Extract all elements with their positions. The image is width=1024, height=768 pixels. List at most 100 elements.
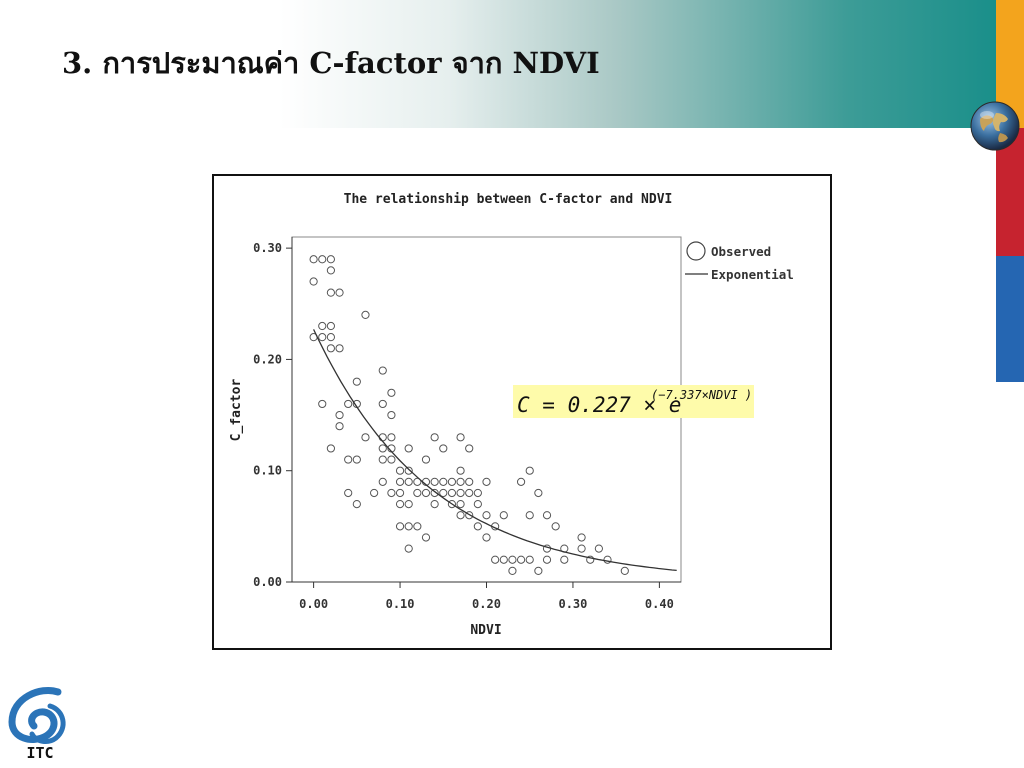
x-tick-label: 0.40: [645, 597, 674, 611]
observed-point: [309, 255, 318, 264]
observed-point: [318, 321, 327, 331]
x-tick-label: 0.20: [472, 597, 501, 611]
observed-point: [404, 499, 413, 509]
observed-point: [508, 555, 517, 564]
observed-point: [378, 477, 387, 486]
observed-point: [551, 522, 560, 531]
observed-point: [456, 511, 465, 520]
equation-box: [513, 385, 754, 418]
observed-point: [421, 455, 431, 464]
observed-point: [352, 377, 361, 386]
observed-point: [344, 399, 353, 409]
observed-point: [456, 499, 465, 509]
observed-point: [326, 344, 336, 353]
observed-point: [404, 544, 413, 553]
equation-exponent: (−7.337×NDVI ): [651, 388, 752, 402]
observed-point: [456, 466, 465, 475]
x-tick-label: 0.10: [386, 597, 415, 611]
observed-point: [508, 566, 517, 575]
observed-point: [447, 499, 457, 509]
observed-point: [499, 555, 508, 564]
observed-point: [499, 511, 508, 520]
slide-title: 3. การประมาณค่า C-factor จาก NDVI: [62, 46, 600, 80]
x-ticks: 0.00 0.10 0.20 0.30 0.40: [299, 582, 674, 611]
observed-point: [361, 310, 370, 320]
observed-point: [370, 488, 379, 498]
observed-point: [525, 555, 534, 564]
legend-observed-marker: [686, 241, 706, 261]
observed-point: [395, 522, 405, 531]
observed-point: [344, 488, 353, 498]
observed-point: [404, 466, 413, 475]
observed-point: [465, 488, 474, 498]
observed-point: [516, 477, 526, 486]
observed-point: [465, 511, 474, 520]
observed-point: [482, 511, 491, 520]
observed-point: [387, 455, 396, 464]
observed-point: [395, 477, 405, 486]
observed-point: [378, 455, 387, 464]
observed-point: [395, 466, 405, 475]
observed-point: [344, 455, 353, 464]
observed-point: [335, 410, 344, 420]
observed-point: [473, 488, 482, 498]
observed-point: [318, 333, 327, 342]
x-tick-label: 0.30: [558, 597, 587, 611]
observed-point: [577, 544, 586, 553]
y-tick-label: 0.20: [253, 352, 282, 366]
observed-point: [326, 255, 336, 264]
itc-logo-text: ITC: [26, 744, 53, 760]
observed-point: [439, 444, 448, 453]
observed-point: [447, 477, 457, 486]
observed-point: [586, 555, 595, 564]
observed-point: [335, 288, 344, 297]
y-tick-label: 0.10: [253, 464, 282, 478]
observed-point: [456, 477, 465, 486]
observed-point: [335, 422, 344, 431]
observed-point: [534, 488, 543, 498]
observed-point: [542, 511, 552, 520]
observed-point: [421, 533, 431, 542]
observed-point: [378, 433, 387, 442]
observed-point: [430, 433, 439, 442]
y-tick-label: 0.30: [253, 241, 282, 255]
observed-point: [318, 399, 327, 409]
header-band: [0, 0, 996, 128]
accent-bar-blue: [996, 256, 1024, 382]
observed-point: [447, 488, 457, 498]
exponential-fit-line: [313, 329, 677, 572]
scatter-chart: The relationship between C-factor and ND…: [229, 192, 794, 638]
chart-title: The relationship between C-factor and ND…: [344, 192, 673, 207]
observed-points: [309, 255, 629, 575]
observed-point: [482, 533, 491, 542]
observed-point: [413, 522, 422, 531]
observed-point: [439, 477, 448, 486]
observed-point: [620, 566, 629, 575]
observed-point: [309, 277, 318, 286]
observed-point: [395, 499, 405, 509]
observed-point: [326, 266, 336, 275]
y-ticks: 0.00 0.10 0.20 0.30: [253, 241, 292, 589]
observed-point: [439, 488, 448, 498]
x-axis-label: NDVI: [470, 623, 501, 638]
observed-point: [421, 488, 431, 498]
observed-point: [456, 488, 465, 498]
observed-point: [430, 499, 439, 509]
chart-frame: The relationship between C-factor and ND…: [212, 174, 832, 650]
observed-point: [465, 477, 474, 486]
observed-point: [378, 444, 387, 453]
legend-exponential-label: Exponential: [711, 267, 794, 282]
observed-point: [491, 555, 500, 564]
observed-point: [404, 522, 413, 531]
observed-point: [352, 499, 361, 509]
observed-point: [473, 522, 482, 531]
legend-observed-label: Observed: [711, 244, 771, 259]
observed-point: [534, 566, 543, 575]
observed-point: [594, 544, 603, 553]
observed-point: [413, 488, 422, 498]
observed-point: [326, 288, 336, 297]
observed-point: [603, 555, 612, 564]
observed-point: [404, 477, 413, 486]
observed-point: [378, 366, 387, 375]
observed-point: [378, 399, 387, 409]
